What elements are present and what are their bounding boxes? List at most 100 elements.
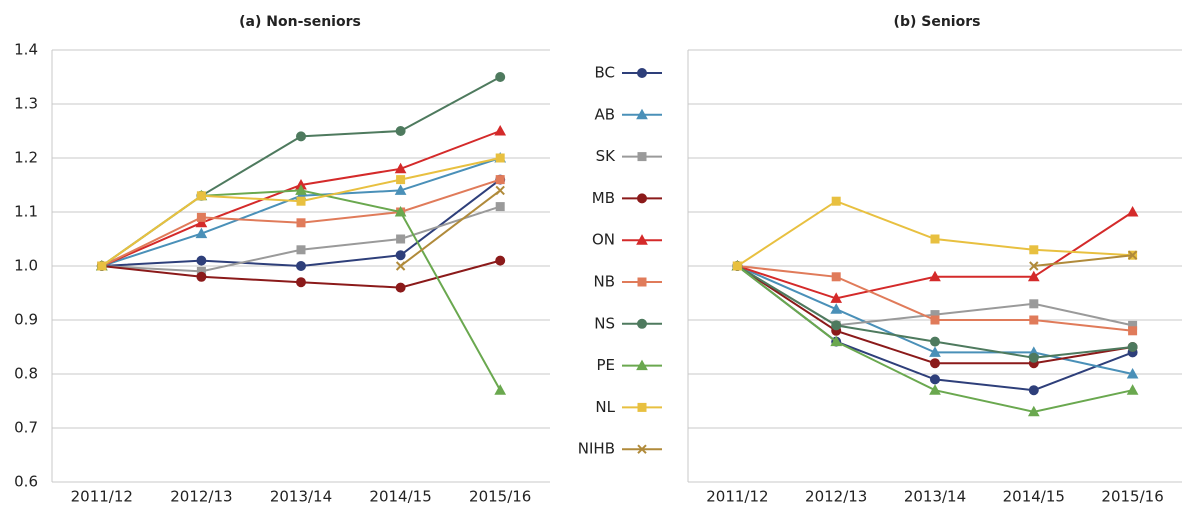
x-tick-label: 2012/13 [805,488,867,505]
marker [1127,342,1138,352]
marker [495,72,506,82]
marker [394,184,407,195]
x-tick-label: 2013/14 [270,488,332,505]
marker [830,335,843,347]
marker [637,402,647,412]
marker [196,212,206,222]
x-tick-label: 2011/12 [71,488,133,505]
marker [395,250,406,261]
marker [930,358,940,369]
marker [1029,315,1039,325]
marker [495,185,505,196]
marker [930,315,940,325]
marker [394,162,407,174]
series-line [737,211,1134,300]
marker [395,282,406,293]
marker [1027,270,1040,282]
y-tick-label: 1.0 [14,257,38,275]
marker [495,255,506,266]
y-tick-label: 1.1 [14,203,38,221]
marker [97,261,107,271]
marker [636,359,648,371]
legend-label: BC [594,64,615,82]
marker [195,227,208,239]
marker [296,196,306,206]
x-tick-label: 2015/16 [1101,488,1163,505]
marker [929,270,941,282]
marker [637,193,647,204]
marker [930,336,940,347]
marker [296,131,306,142]
series-line [1033,254,1133,267]
marker [930,234,940,244]
x-tick-label: 2013/14 [904,488,966,505]
marker [396,234,406,244]
y-tick-label: 0.8 [14,365,38,383]
marker [1126,384,1139,395]
marker [195,216,208,228]
legend-label: NL [595,398,615,416]
marker [929,384,941,395]
marker [831,272,841,282]
marker [494,384,507,395]
marker [1029,261,1039,271]
x-tick-label: 2012/13 [170,488,232,505]
x-tick-label: 2015/16 [469,488,531,505]
marker [930,374,940,385]
marker [1127,250,1138,260]
marker [494,124,507,136]
marker [296,277,306,288]
marker [636,234,648,245]
marker [395,126,406,136]
y-tick-label: 1.4 [14,41,38,59]
legend-label: PE [596,356,615,374]
marker [831,320,842,331]
y-tick-label: 1.2 [14,149,38,167]
marker [1126,205,1139,217]
marker [637,68,647,78]
marker [830,303,843,314]
marker [394,205,407,217]
marker [1126,367,1139,379]
marker [196,191,206,201]
marker [830,292,843,303]
y-tick-label: 1.3 [14,95,38,113]
chart-title: (b) Seniors [894,14,981,30]
legend-label: ON [592,231,615,249]
x-tick-label: 2014/15 [369,488,431,505]
y-tick-label: 0.7 [14,419,38,437]
marker [929,346,941,357]
marker [637,152,647,162]
marker [396,175,406,185]
y-tick-label: 0.9 [14,311,38,329]
x-tick-label: 2011/12 [706,488,768,505]
marker [296,218,306,228]
marker [1028,385,1039,396]
marker [495,202,505,212]
marker [637,318,647,329]
series-line [399,189,501,267]
chart-title: (a) Non-seniors [239,14,361,30]
marker [296,245,306,255]
marker [196,255,207,266]
series-line [736,200,1133,267]
y-tick-label: 0.6 [14,473,38,491]
marker [296,261,306,271]
marker [637,277,647,287]
marker [1029,299,1039,309]
marker [1027,405,1040,417]
marker [1029,245,1039,255]
marker [495,175,505,185]
marker [732,261,742,271]
marker [1128,326,1138,336]
legend-label: SK [596,147,617,165]
legend-label: NS [594,314,615,332]
marker [1028,352,1039,363]
legend-label: MB [592,189,615,207]
marker [636,108,648,120]
marker [637,444,647,454]
marker [395,261,406,271]
legend-label: NB [593,273,615,291]
